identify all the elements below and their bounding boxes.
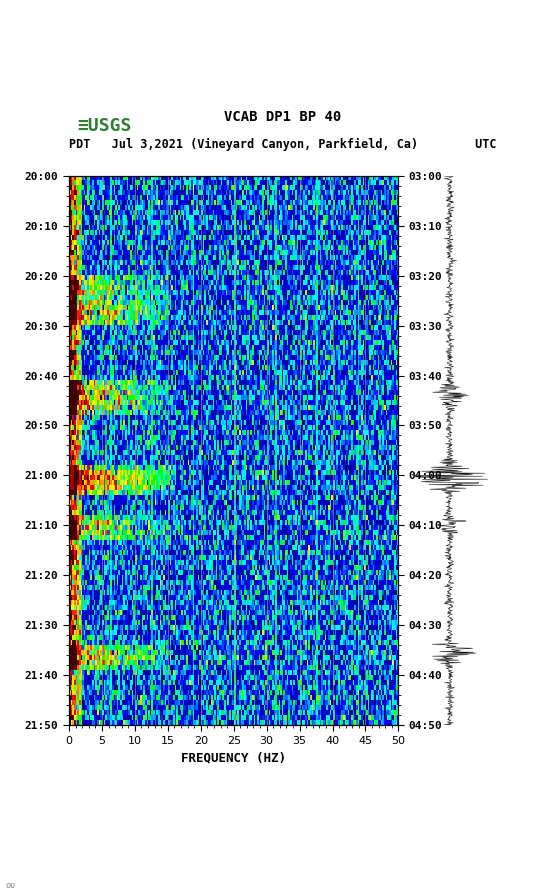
- Text: ≡USGS: ≡USGS: [77, 118, 132, 136]
- Text: PDT   Jul 3,2021 (Vineyard Canyon, Parkfield, Ca)        UTC: PDT Jul 3,2021 (Vineyard Canyon, Parkfie…: [69, 138, 497, 151]
- X-axis label: FREQUENCY (HZ): FREQUENCY (HZ): [181, 751, 286, 764]
- Text: ᴏᴜ: ᴏᴜ: [6, 880, 15, 889]
- Text: VCAB DP1 BP 40: VCAB DP1 BP 40: [224, 111, 342, 125]
